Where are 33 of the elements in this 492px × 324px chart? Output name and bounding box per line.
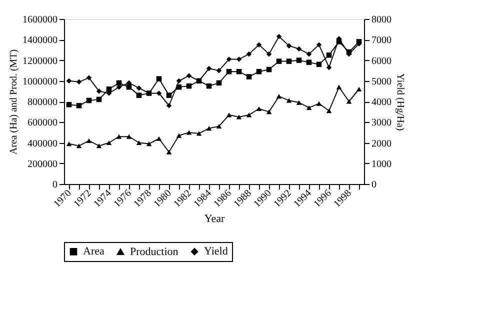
y2-tick-label: 7000 xyxy=(372,35,392,46)
y2-tick-label: 1000 xyxy=(372,158,392,170)
y2-tick-label: 6000 xyxy=(372,56,392,67)
y2-axis-title: Yield (Hg/Ha) xyxy=(394,73,406,131)
y2-tick-label: 3000 xyxy=(372,118,392,129)
y-tick-label: 0 xyxy=(52,180,58,190)
x-tick-label: 1990 xyxy=(252,188,274,210)
y2-tick-label: 0 xyxy=(372,180,376,190)
y2-tick-label: 5000 xyxy=(372,76,392,88)
y2-tick-label: 8000 xyxy=(372,14,392,26)
x-tick-label: 1982 xyxy=(172,188,194,210)
y-tick-label: 1000000 xyxy=(22,76,58,88)
y-tick-label: 600000 xyxy=(28,118,58,129)
x-axis-title: Year xyxy=(204,213,225,226)
y2-tick-label: 4000 xyxy=(372,97,392,108)
y2-tick-label: 2000 xyxy=(372,138,392,150)
x-tick-label: 1988 xyxy=(232,188,254,210)
x-tick-label: 1980 xyxy=(152,188,174,210)
y-tick-label: 400000 xyxy=(28,138,58,150)
x-tick-label: 1970 xyxy=(52,188,74,210)
legend-label: Yield xyxy=(204,246,228,258)
x-tick-label: 1998 xyxy=(332,188,354,210)
legend-label: Production xyxy=(130,246,179,258)
legend-label: Area xyxy=(83,246,104,258)
x-tick-label: 1972 xyxy=(72,188,94,210)
y-tick-label: 1400000 xyxy=(22,35,58,46)
y-axis-title: Area (Ha) and Prod. (MT) xyxy=(8,49,20,155)
y-tick-label: 800000 xyxy=(28,97,58,108)
y-tick-label: 200000 xyxy=(28,158,58,170)
y-tick-label: 1200000 xyxy=(22,56,58,67)
y-tick-label: 1600000 xyxy=(22,14,58,26)
x-tick-label: 1992 xyxy=(272,188,294,210)
x-tick-label: 1978 xyxy=(132,188,154,210)
